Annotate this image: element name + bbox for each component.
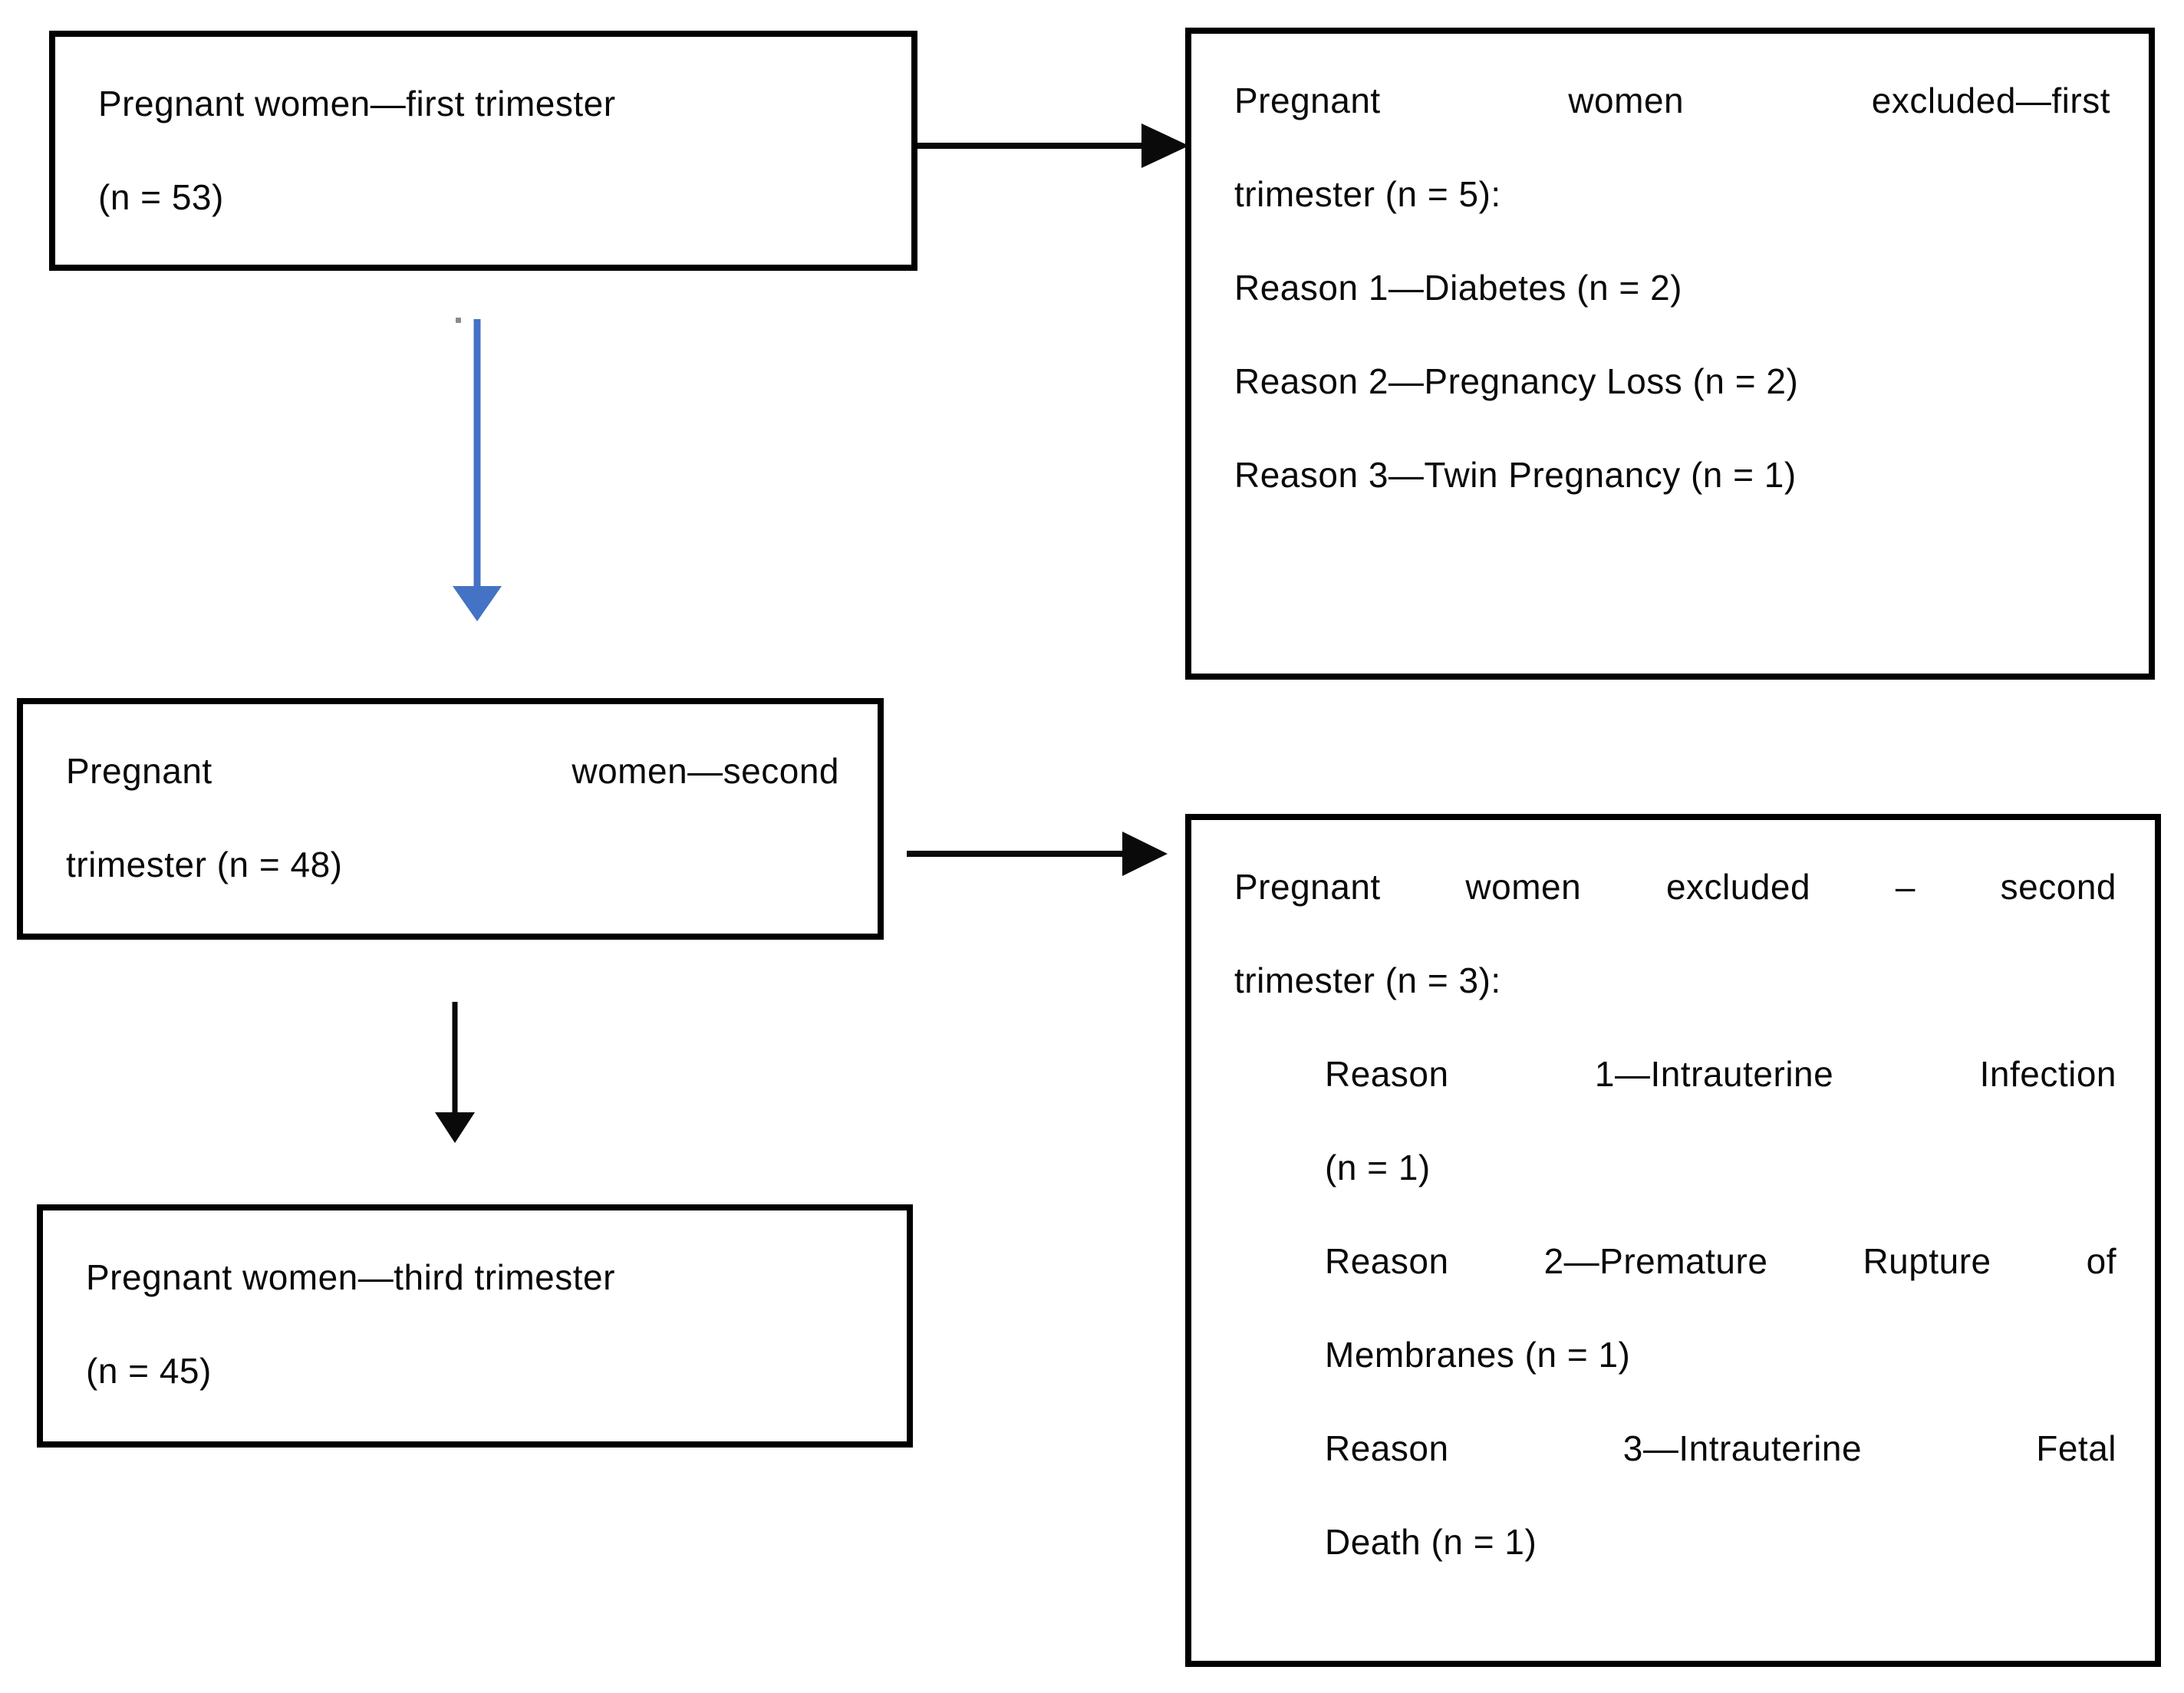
box-first-trimester: Pregnant women—first trimester (n = 53)	[49, 31, 917, 271]
box-excluded-first-line: trimester (n = 5):	[1234, 174, 1501, 214]
box-excluded-second-reason-3-count: Death (n = 1)	[1325, 1522, 1537, 1562]
box-excluded-first-reason-1: Reason 1—Diabetes (n = 2)	[1234, 268, 1682, 308]
box-third-trimester-count: (n = 45)	[86, 1351, 212, 1391]
arrow-down-second-to-third	[435, 1002, 475, 1143]
box-first-trimester-line: Pregnant women—first trimester	[98, 84, 616, 124]
stray-dot	[456, 318, 461, 323]
box-excluded-second-reason-2-count: Membranes (n = 1)	[1325, 1335, 1631, 1375]
box-excluded-first-trimester: Pregnant women excluded—first trimester …	[1185, 28, 2155, 680]
box-excluded-second-line: Pregnant women excluded – second	[1234, 867, 2116, 907]
box-excluded-second-reason-2: Reason 2—Premature Rupture of	[1325, 1241, 2116, 1281]
box-second-trimester-count: trimester (n = 48)	[66, 845, 343, 884]
box-excluded-first-line: Pregnant women excluded—first	[1234, 81, 2110, 120]
box-excluded-second-line: trimester (n = 3):	[1234, 960, 1501, 1000]
box-excluded-first-reason-3: Reason 3—Twin Pregnancy (n = 1)	[1234, 455, 1797, 495]
box-excluded-second-reason-3: Reason 3—Intrauterine Fetal	[1325, 1428, 2116, 1468]
box-excluded-second-reason-1: Reason 1—Intrauterine Infection	[1325, 1054, 2116, 1094]
box-first-trimester-count: (n = 53)	[98, 177, 224, 217]
box-second-trimester: Pregnant women—second trimester (n = 48)	[17, 698, 884, 940]
box-excluded-first-reason-2: Reason 2—Pregnancy Loss (n = 2)	[1234, 361, 1799, 401]
arrow-right-to-excluded-second	[907, 832, 1168, 876]
box-excluded-second-reason-1-count: (n = 1)	[1325, 1148, 1431, 1187]
box-second-trimester-line: Pregnant women—second	[66, 751, 839, 791]
box-third-trimester-line: Pregnant women—third trimester	[86, 1257, 615, 1297]
arrow-down-blue-first-to-second	[453, 319, 502, 621]
arrow-right-to-excluded-first	[917, 124, 1189, 168]
box-third-trimester: Pregnant women—third trimester (n = 45)	[37, 1204, 913, 1448]
box-excluded-second-trimester: Pregnant women excluded – second trimest…	[1185, 814, 2161, 1667]
